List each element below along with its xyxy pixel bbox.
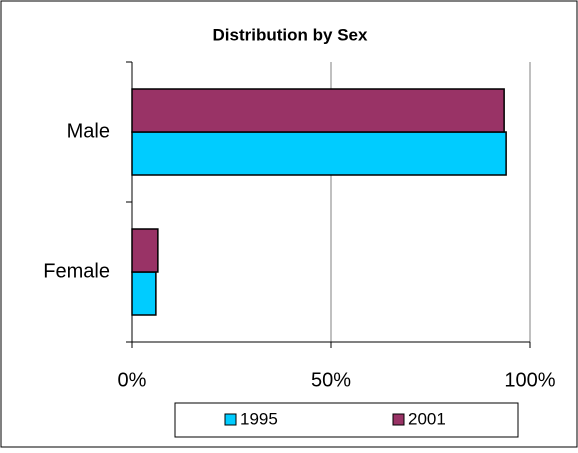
bar	[131, 271, 157, 316]
legend-label: 1995	[240, 409, 278, 428]
legend-swatch	[392, 413, 405, 426]
legend-label: 2001	[408, 409, 446, 428]
y-tick-label: Female	[43, 260, 110, 282]
y-tick-label: Male	[67, 120, 110, 142]
legend-swatch	[224, 413, 237, 426]
x-tick-label: 0%	[118, 369, 147, 391]
bar	[131, 88, 505, 133]
bar	[131, 131, 507, 176]
x-tick-label: 100%	[504, 369, 555, 391]
x-tick-label: 50%	[311, 369, 351, 391]
bar	[131, 228, 159, 273]
chart-title: Distribution by Sex	[213, 25, 368, 44]
